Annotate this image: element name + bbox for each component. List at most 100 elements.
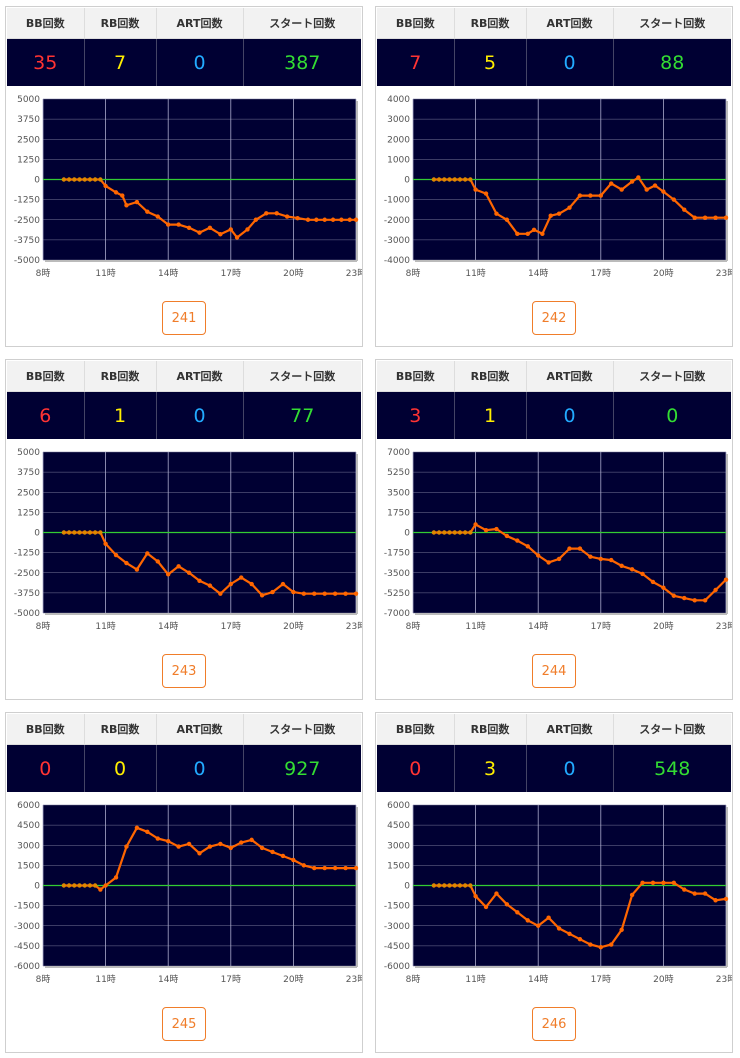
- data-point: [259, 593, 265, 598]
- rb-header: RB回数: [84, 714, 157, 745]
- data-point: [536, 553, 541, 558]
- machine-number-button[interactable]: 242: [532, 301, 576, 335]
- data-point: [332, 591, 338, 596]
- data-point: [92, 177, 98, 182]
- x-tick-label: 17時: [591, 268, 611, 279]
- rb-count: 7: [84, 38, 157, 86]
- data-point: [556, 926, 562, 931]
- data-point: [546, 915, 551, 920]
- rb-count: 0: [84, 744, 157, 792]
- data-point: [197, 578, 202, 583]
- start-count: 77: [243, 391, 361, 439]
- data-point: [473, 187, 478, 192]
- data-point: [515, 538, 520, 543]
- machine-number-button[interactable]: 244: [532, 654, 576, 688]
- rb-header: RB回数: [84, 361, 157, 392]
- y-tick-label: 4500: [387, 821, 410, 831]
- y-tick-label: -6000: [14, 962, 40, 972]
- rb-header: RB回数: [454, 361, 527, 392]
- data-point: [155, 559, 160, 564]
- x-tick-label: 14時: [528, 974, 548, 985]
- data-point: [301, 863, 307, 868]
- art-count: 0: [156, 38, 244, 86]
- x-tick-label: 23時: [346, 268, 362, 279]
- data-point: [650, 579, 656, 585]
- data-point: [452, 177, 457, 182]
- data-point: [145, 551, 150, 556]
- data-point: [692, 891, 697, 896]
- data-point: [436, 883, 442, 888]
- data-point: [609, 181, 614, 186]
- data-point: [239, 575, 244, 580]
- art-count: 0: [156, 744, 244, 792]
- data-point: [134, 825, 140, 831]
- bb-count: 3: [377, 391, 455, 439]
- rb-header: RB回数: [454, 8, 527, 39]
- data-point: [353, 591, 359, 596]
- data-point: [72, 177, 77, 182]
- data-point: [253, 217, 259, 222]
- data-point: [284, 214, 290, 219]
- y-tick-label: -2000: [384, 216, 410, 226]
- x-tick-label: 23時: [716, 621, 732, 632]
- x-tick-label: 8時: [406, 268, 421, 279]
- machine-number-button[interactable]: 241: [162, 301, 206, 335]
- y-tick-label: -7000: [384, 609, 410, 619]
- data-point: [259, 845, 265, 851]
- y-tick-label: 3750: [17, 468, 40, 478]
- bb-count: 0: [377, 744, 455, 792]
- data-point: [504, 217, 510, 222]
- data-point: [494, 526, 499, 532]
- data-point: [176, 844, 181, 849]
- data-point: [682, 887, 687, 892]
- data-point: [166, 572, 171, 577]
- data-point: [322, 865, 327, 871]
- data-point: [77, 530, 82, 535]
- x-tick-label: 8時: [36, 268, 51, 279]
- start-header: スタート回数: [243, 361, 361, 392]
- art-header: ART回数: [156, 361, 244, 392]
- y-tick-label: 0: [404, 882, 410, 892]
- art-count: 0: [156, 391, 244, 439]
- data-point: [347, 217, 352, 222]
- data-point: [640, 571, 645, 577]
- data-point: [124, 560, 129, 566]
- data-point: [66, 883, 72, 888]
- data-point: [629, 179, 635, 184]
- bb-header: BB回数: [377, 8, 455, 39]
- balance-chart: 6000 4500 3000 1500 0 -1500 -3000 -4500 -6000 8時 1…: [14, 801, 362, 985]
- data-point: [692, 215, 697, 220]
- data-point: [166, 222, 171, 227]
- machine-number-button[interactable]: 245: [162, 1007, 206, 1041]
- data-point: [682, 595, 687, 601]
- data-point: [92, 883, 98, 888]
- machine-number-button[interactable]: 243: [162, 654, 206, 688]
- x-tick-label: 17時: [221, 268, 241, 279]
- x-tick-label: 20時: [653, 974, 673, 985]
- data-point: [436, 530, 442, 535]
- data-point: [339, 217, 344, 222]
- balance-chart: 4000 3000 2000 1000 0 -1000 -2000 -3000 -4000 8時 1…: [384, 95, 732, 279]
- y-tick-label: 5000: [17, 95, 40, 105]
- x-tick-label: 20時: [283, 268, 303, 279]
- machine-number-button[interactable]: 246: [532, 1007, 576, 1041]
- y-tick-label: -1250: [14, 196, 40, 206]
- x-tick-label: 8時: [406, 621, 421, 632]
- y-tick-label: -1250: [14, 549, 40, 559]
- data-point: [525, 544, 530, 549]
- data-point: [619, 563, 624, 569]
- data-point: [207, 844, 213, 849]
- data-point: [457, 883, 463, 888]
- data-point: [113, 552, 119, 558]
- data-point: [556, 211, 562, 216]
- data-point: [134, 567, 140, 572]
- data-point: [483, 191, 489, 196]
- stats-table: BB回数 RB回数 ART回数 スタート回数 3 1 0 0: [377, 361, 731, 439]
- machine-panel: BB回数 RB回数 ART回数 スタート回数 35 7 0 387 5000 3750 2500 12…: [5, 6, 363, 347]
- start-count: 0: [613, 391, 731, 439]
- art-count: 0: [526, 38, 614, 86]
- data-point: [155, 836, 160, 841]
- balance-chart: 5000 3750 2500 1250 0 -1250 -2500 -3750 -5000 8時 1…: [14, 95, 362, 279]
- data-point: [457, 530, 463, 535]
- data-point: [98, 887, 103, 892]
